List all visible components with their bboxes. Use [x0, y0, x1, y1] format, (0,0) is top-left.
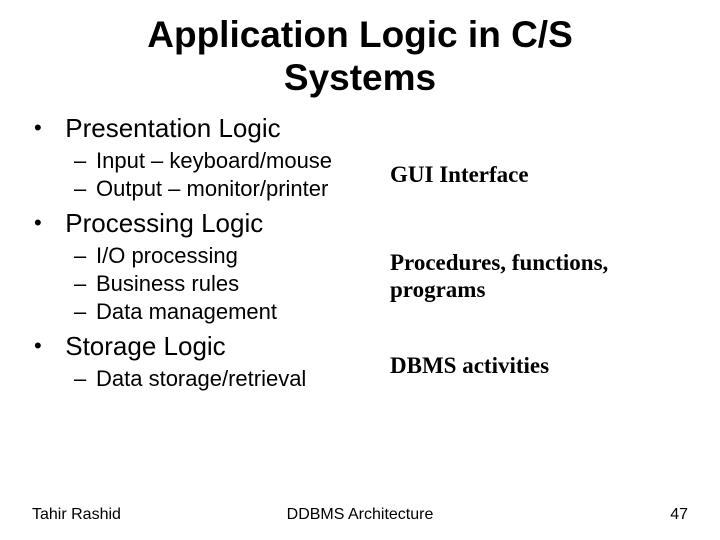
- section-processing-logic: Processing Logic I/O processing Business…: [30, 208, 390, 325]
- annotation-gui-interface: GUI Interface: [390, 161, 690, 189]
- list-item: Input – keyboard/mouse: [74, 148, 390, 174]
- footer-center: DDBMS Architecture: [0, 506, 720, 524]
- list-item: I/O processing: [74, 243, 390, 269]
- list-item: Business rules: [74, 271, 390, 297]
- left-column: Presentation Logic Input – keyboard/mous…: [30, 113, 390, 437]
- slide: Application Logic in C/S Systems Present…: [0, 0, 720, 540]
- list-item: Data management: [74, 299, 390, 325]
- annotation-dbms: DBMS activities: [390, 352, 690, 380]
- bullet-list-level-2: Data storage/retrieval: [30, 366, 390, 392]
- list-item: Output – monitor/printer: [74, 176, 390, 202]
- title-line-1: Application Logic in C/S: [147, 14, 573, 55]
- bullet-list-level-2: I/O processing Business rules Data manag…: [30, 243, 390, 325]
- section-heading: Presentation Logic: [65, 113, 280, 143]
- slide-body: Presentation Logic Input – keyboard/mous…: [30, 113, 690, 437]
- two-column-layout: Presentation Logic Input – keyboard/mous…: [30, 113, 690, 437]
- list-item: Data storage/retrieval: [74, 366, 390, 392]
- section-storage-logic: Storage Logic Data storage/retrieval: [30, 331, 390, 392]
- bullet-list-level-2: Input – keyboard/mouse Output – monitor/…: [30, 148, 390, 202]
- section-heading: Storage Logic: [65, 331, 225, 361]
- section-heading: Processing Logic: [65, 208, 263, 238]
- slide-title: Application Logic in C/S Systems: [70, 14, 650, 99]
- title-line-2: Systems: [284, 57, 436, 98]
- right-column-annotations: GUI Interface Procedures, functions, pro…: [390, 113, 690, 437]
- section-presentation-logic: Presentation Logic Input – keyboard/mous…: [30, 113, 390, 202]
- footer-page-number: 47: [670, 506, 688, 524]
- bullet-list-level-1: Presentation Logic Input – keyboard/mous…: [30, 113, 390, 392]
- annotation-procedures: Procedures, functions, programs: [390, 249, 690, 304]
